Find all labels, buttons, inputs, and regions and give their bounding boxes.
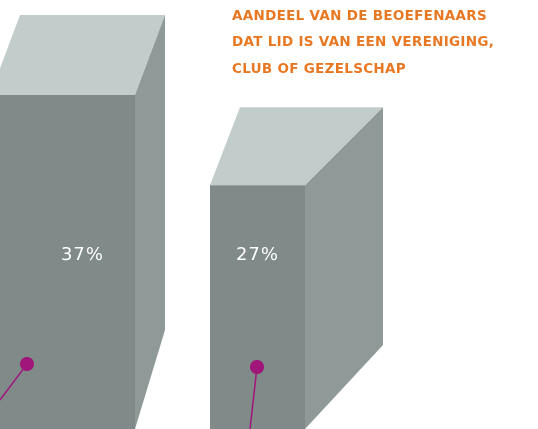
bar-side bbox=[305, 107, 383, 429]
chart-title: AANDEEL VAN DE BEOEFENAARS bbox=[232, 8, 487, 24]
value-label: 27% bbox=[236, 244, 279, 265]
chart-title: CLUB OF GEZELSCHAP bbox=[232, 61, 406, 77]
value-label: 37% bbox=[61, 244, 104, 265]
pointer-dot bbox=[20, 357, 34, 371]
bar-top bbox=[210, 107, 383, 186]
pointer-line bbox=[249, 366, 258, 429]
bar bbox=[0, 95, 135, 429]
pointer-line bbox=[0, 363, 28, 401]
pointer-dot bbox=[250, 360, 264, 374]
bar-side bbox=[135, 15, 165, 429]
chart-title: DAT LID IS VAN EEN VERENIGING, bbox=[232, 34, 494, 50]
bar-top bbox=[0, 15, 165, 95]
bar bbox=[210, 185, 305, 429]
